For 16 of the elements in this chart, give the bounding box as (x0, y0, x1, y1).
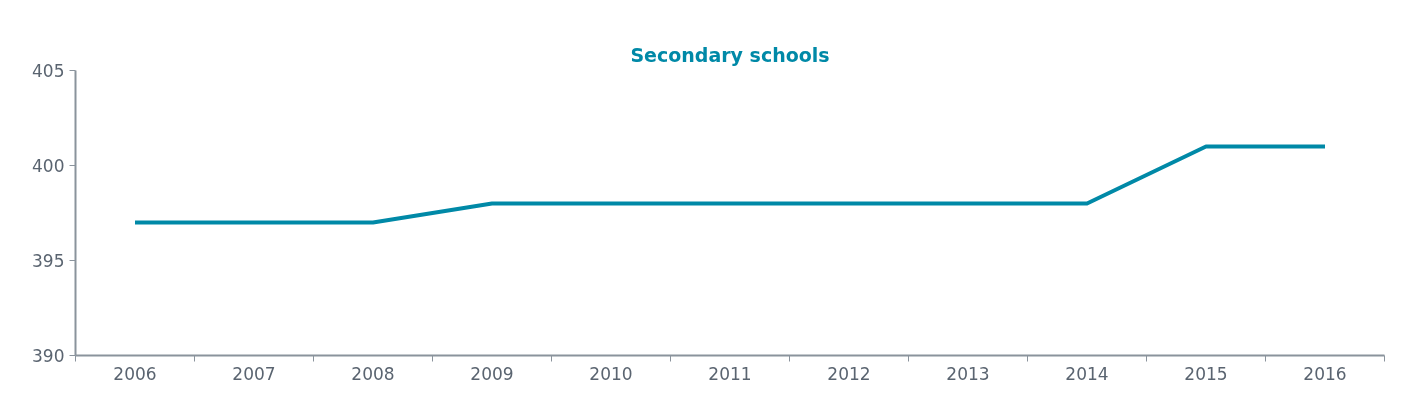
chart-title: Secondary schools (630, 43, 830, 66)
x-tick-label: 2014 (1065, 363, 1109, 384)
y-tick-label: 395 (32, 251, 65, 271)
y-tick-label: 405 (32, 61, 65, 81)
x-tick-label: 2009 (470, 363, 514, 384)
x-tick-label: 2013 (946, 363, 990, 384)
x-tick-label: 2008 (351, 363, 395, 384)
y-tick-label: 400 (32, 156, 65, 176)
x-tick-label: 2006 (113, 363, 157, 384)
y-tick-label: 390 (32, 346, 65, 366)
x-tick-label: 2015 (1184, 363, 1228, 384)
x-tick-label: 2011 (708, 363, 752, 384)
x-tick-label: 2010 (589, 363, 633, 384)
x-tick-label: 2012 (827, 363, 871, 384)
x-tick-label: 2016 (1303, 363, 1347, 384)
x-tick-label: 2007 (232, 363, 276, 384)
